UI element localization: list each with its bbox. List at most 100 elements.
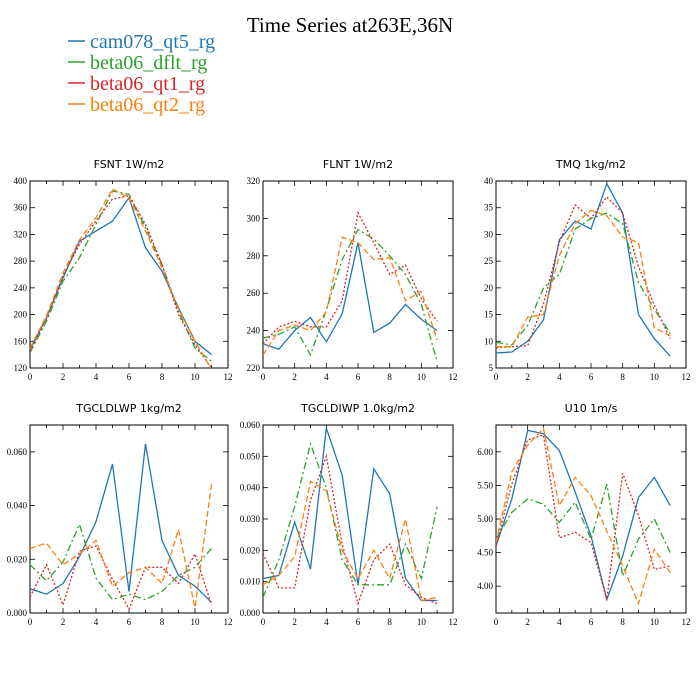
y-tick-label: 400 (14, 176, 28, 186)
x-tick-label: 6 (127, 617, 132, 627)
series-line-beta06_dflt_rg (263, 441, 438, 598)
plot-frame (495, 180, 687, 369)
x-tick-label: 2 (525, 617, 530, 627)
x-tick-label: 10 (191, 372, 201, 382)
y-tick-label: 300 (247, 213, 261, 223)
plot-frame (495, 424, 687, 614)
x-tick-label: 4 (324, 617, 329, 627)
x-tick-label: 2 (292, 617, 297, 627)
x-tick-label: 8 (160, 617, 165, 627)
y-tick-label: 0.020 (7, 554, 28, 564)
series-line-cam078_qt5_rg (496, 429, 671, 602)
series-line-beta06_qt1_rg (30, 194, 213, 368)
plot-frame (29, 180, 229, 369)
x-tick-label: 0 (494, 617, 499, 627)
series-line-cam078_qt5_rg (30, 443, 212, 603)
series-line-beta06_qt2_rg (496, 209, 671, 348)
y-tick-label: 280 (247, 251, 261, 261)
panel-title: FLNT 1W/m2 (323, 158, 393, 171)
x-tick-label: 4 (94, 617, 99, 627)
y-tick-label: 0.040 (240, 483, 261, 493)
y-tick-label: 5.50 (477, 480, 493, 490)
x-tick-label: 2 (61, 372, 66, 382)
figure-title: Time Series at263E,36N (247, 13, 453, 37)
y-tick-label: 0.060 (7, 447, 28, 457)
y-tick-label: 120 (14, 363, 28, 373)
y-tick-label: 160 (14, 336, 28, 346)
y-tick-label: 15 (484, 310, 494, 320)
x-tick-label: 4 (324, 372, 329, 382)
y-tick-label: 0.020 (240, 545, 261, 555)
legend-label-3: beta06_qt2_rg (90, 94, 205, 116)
y-tick-label: 0.050 (240, 451, 261, 461)
y-tick-label: 280 (14, 256, 28, 266)
series-line-beta06_dflt_rg (263, 228, 438, 363)
y-tick-label: 4.50 (477, 548, 493, 558)
y-tick-label: 0.000 (7, 608, 28, 618)
x-tick-label: 10 (650, 617, 660, 627)
y-tick-label: 0.000 (240, 608, 261, 618)
x-tick-label: 6 (127, 372, 132, 382)
series-line-beta06_qt1_rg (496, 434, 671, 600)
x-tick-label: 12 (449, 617, 458, 627)
x-tick-label: 10 (191, 617, 201, 627)
x-tick-label: 2 (61, 617, 66, 627)
x-tick-label: 6 (589, 617, 594, 627)
series-line-beta06_dflt_rg (496, 212, 671, 346)
x-tick-label: 4 (94, 372, 99, 382)
series-line-beta06_qt1_rg (263, 210, 438, 345)
series-line-cam078_qt5_rg (263, 242, 438, 351)
y-tick-label: 20 (484, 283, 494, 293)
x-tick-label: 8 (620, 372, 625, 382)
legend: cam078_qt5_rgbeta06_dflt_rgbeta06_qt1_rg… (68, 31, 215, 116)
y-tick-label: 0.010 (240, 577, 261, 587)
y-tick-label: 200 (14, 310, 28, 320)
series-line-beta06_qt2_rg (263, 236, 438, 356)
x-tick-label: 0 (261, 372, 266, 382)
x-tick-label: 10 (417, 372, 427, 382)
x-tick-label: 6 (356, 372, 361, 382)
y-tick-label: 240 (247, 326, 261, 336)
x-tick-label: 8 (387, 372, 392, 382)
chart-panel-4: TGCLDIWP 1.0kg/m2 0 2 4 6 8 10 12 0.000 0.010 0.02… (240, 402, 458, 627)
x-tick-label: 6 (589, 372, 594, 382)
y-tick-label: 360 (14, 203, 28, 213)
chart-panels: FSNT 1W/m20 2 4 6 8 10 12120160200240280320360… (7, 158, 691, 627)
y-tick-label: 0.040 (7, 501, 28, 511)
series-line-beta06_dflt_rg (496, 483, 671, 579)
series-line-beta06_qt1_rg (30, 545, 213, 611)
x-tick-label: 4 (557, 617, 562, 627)
x-tick-label: 0 (28, 372, 33, 382)
x-tick-label: 8 (160, 372, 165, 382)
x-tick-label: 2 (525, 372, 530, 382)
x-tick-label: 12 (224, 617, 233, 627)
x-tick-label: 12 (449, 372, 458, 382)
panel-title: TMQ 1kg/m2 (555, 158, 626, 171)
x-tick-label: 8 (387, 617, 392, 627)
panel-title: U10 1m/s (565, 402, 618, 415)
y-tick-label: 25 (484, 256, 494, 266)
x-tick-label: 10 (650, 372, 660, 382)
plot-frame (262, 180, 454, 369)
y-tick-label: 260 (247, 288, 261, 298)
legend-label-1: beta06_dflt_rg (90, 52, 207, 74)
legend-label-2: beta06_qt1_rg (90, 73, 205, 95)
chart-panel-0: FSNT 1W/m2 0 2 4 6 8 10 12 120 160 200 240 280 320 360… (14, 158, 233, 382)
series-line-beta06_dflt_rg (30, 522, 212, 601)
series-line-cam078_qt5_rg (30, 196, 212, 356)
series-line-beta06_qt2_rg (496, 427, 671, 606)
x-tick-label: 12 (682, 617, 691, 627)
chart-panel-5: U10 1m/s 0 2 4 6 8 10 12 4.00 4.50 5.00 5.50 6.00 (477, 402, 690, 627)
x-tick-label: 4 (557, 372, 562, 382)
series-line-cam078_qt5_rg (263, 427, 438, 602)
x-tick-label: 2 (292, 372, 297, 382)
x-tick-label: 10 (417, 617, 427, 627)
x-tick-label: 12 (682, 372, 691, 382)
panel-title: TGCLDLWP 1kg/m2 (75, 402, 181, 415)
series-line-beta06_qt1_rg (496, 196, 671, 349)
y-tick-label: 240 (14, 283, 28, 293)
y-tick-label: 30 (484, 229, 494, 239)
panel-title: TGCLDIWP 1.0kg/m2 (300, 402, 415, 415)
y-tick-label: 5 (489, 363, 494, 373)
